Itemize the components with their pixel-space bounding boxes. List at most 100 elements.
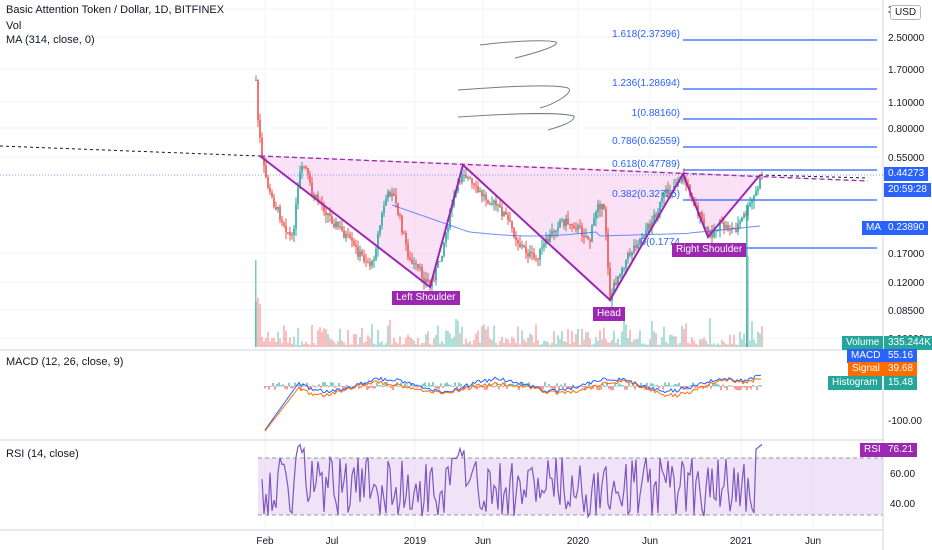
candle-body (625, 259, 627, 268)
macd-bar (360, 386, 362, 389)
candle-body (503, 211, 505, 217)
macd-bar (674, 383, 676, 387)
macd-bar (526, 383, 528, 387)
macd-bar (422, 383, 424, 387)
macd-bar (398, 386, 400, 387)
macd-bar (282, 384, 284, 387)
candle-body (585, 236, 587, 238)
volume-bar (349, 344, 351, 347)
candle-body (563, 219, 565, 226)
macd-bar (758, 385, 760, 387)
volume-bar (645, 344, 647, 347)
volume-bar (363, 342, 365, 347)
macd-bar (366, 386, 368, 391)
volume-bar (341, 340, 343, 347)
volume-bar (605, 339, 607, 347)
macd-bar (274, 386, 276, 390)
volume-bar (281, 343, 283, 347)
candle-body (469, 177, 471, 179)
candle-body (663, 193, 665, 199)
macd-bar (628, 382, 630, 387)
macd-bar (572, 384, 574, 387)
ma-line (391, 204, 761, 237)
macd-bar (608, 386, 610, 389)
price-tick: 0.80000 (888, 124, 925, 135)
pattern-shading (260, 156, 760, 300)
price-tick: 0.12000 (888, 278, 925, 289)
macd-bar (502, 386, 504, 388)
candle-body (531, 251, 533, 253)
macd-bar (670, 385, 672, 387)
macd-histogram (264, 382, 762, 391)
volume-bar (423, 342, 425, 347)
volume-bar (513, 338, 515, 347)
volume-bar (413, 340, 415, 347)
volume-bars (255, 205, 763, 347)
candle-body (541, 247, 543, 249)
vol-label: Vol (6, 20, 22, 32)
macd-bar (634, 386, 636, 390)
candle-body (641, 237, 643, 239)
candle-body (557, 227, 559, 231)
candle-body (397, 202, 399, 215)
volume-bar (461, 326, 463, 347)
macd-bar (428, 382, 430, 387)
volume-bar (525, 342, 527, 347)
volume-bar (409, 337, 411, 347)
candle-body (623, 267, 625, 269)
candle-body (419, 267, 421, 269)
candle-body (515, 237, 517, 241)
volume-bar (261, 336, 263, 347)
time-tick: 2019 (404, 536, 427, 547)
candle-body (667, 188, 669, 194)
volume-bar (619, 344, 621, 347)
candle-body (263, 157, 265, 166)
candle-body (669, 192, 671, 194)
candle-body (725, 225, 727, 229)
volume-bar (321, 331, 323, 347)
macd-bar (454, 382, 456, 387)
volume-bar (485, 329, 487, 347)
volume-bar (319, 327, 321, 347)
volume-bar (463, 344, 465, 347)
candle-body (627, 253, 629, 260)
volume-bar (337, 341, 339, 347)
volume-bar (599, 330, 601, 347)
signal-line (264, 378, 762, 432)
candle-body (577, 225, 579, 230)
volume-bar (705, 340, 707, 347)
candle-body (493, 200, 495, 204)
volume-bar (405, 337, 407, 347)
volume-bar (353, 334, 355, 347)
macd-bar (316, 386, 318, 387)
volume-bar (323, 328, 325, 347)
candle-body (357, 246, 359, 257)
fib-label: 1.618(2.37396) (612, 29, 680, 40)
macd-bar (548, 384, 550, 387)
candle-body (287, 232, 289, 234)
candle-body (487, 199, 489, 204)
candle-body (571, 224, 573, 226)
volume-bar (669, 334, 671, 347)
macd-bar (676, 384, 678, 387)
candle-body (573, 225, 575, 229)
candle-body (327, 213, 329, 216)
candle-body (311, 182, 313, 195)
candle-body (629, 253, 631, 256)
volume-bar (387, 325, 389, 347)
volume-bar (633, 339, 635, 347)
macd-bar (322, 382, 324, 387)
candle-body (449, 209, 451, 228)
volume-bar (403, 343, 405, 347)
macd-bar (300, 386, 302, 391)
volume-bar (499, 340, 501, 347)
candle-body (427, 279, 429, 283)
macd-bar (650, 383, 652, 387)
currency-button[interactable]: USD (890, 5, 922, 20)
volume-bar (385, 343, 387, 347)
candle-body (485, 194, 487, 200)
candle-body (509, 219, 511, 222)
volume-bar (567, 329, 569, 347)
